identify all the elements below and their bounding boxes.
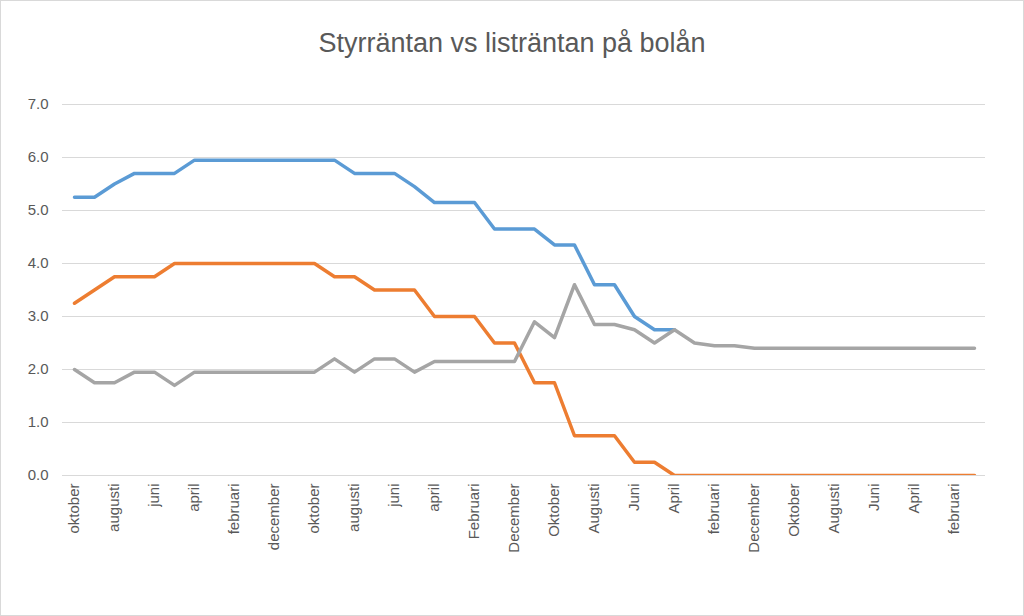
svg-text:oktober: oktober bbox=[305, 484, 322, 534]
svg-text:juni: juni bbox=[385, 484, 402, 508]
svg-text:6.0: 6.0 bbox=[28, 148, 49, 165]
svg-text:Oktober: Oktober bbox=[545, 483, 562, 536]
svg-text:oktober: oktober bbox=[65, 484, 82, 534]
svg-text:juni: juni bbox=[145, 484, 162, 508]
svg-text:5.0: 5.0 bbox=[28, 201, 49, 218]
svg-text:December: December bbox=[505, 484, 522, 553]
svg-text:0.0: 0.0 bbox=[28, 466, 49, 483]
svg-text:Juni: Juni bbox=[865, 484, 882, 512]
svg-text:3.0: 3.0 bbox=[28, 307, 49, 324]
svg-text:Oktober: Oktober bbox=[785, 483, 802, 536]
svg-text:Augusti: Augusti bbox=[585, 484, 602, 534]
svg-text:februari: februari bbox=[945, 484, 962, 535]
svg-text:april: april bbox=[185, 484, 202, 512]
svg-text:februari: februari bbox=[225, 484, 242, 535]
svg-text:December: December bbox=[745, 484, 762, 553]
svg-text:4.0: 4.0 bbox=[28, 254, 49, 271]
svg-text:7.0: 7.0 bbox=[28, 95, 49, 112]
svg-text:februari: februari bbox=[705, 484, 722, 535]
html-text:Styrräntan vs listräntan på bo: Styrräntan vs listräntan på bolån bbox=[318, 28, 706, 58]
svg-text:Augusti: Augusti bbox=[825, 484, 842, 534]
svg-text:Juni: Juni bbox=[625, 484, 642, 512]
svg-text:2.0: 2.0 bbox=[28, 360, 49, 377]
svg-text:1.0: 1.0 bbox=[28, 413, 49, 430]
svg-text:december: december bbox=[265, 483, 282, 550]
svg-text:Februari: Februari bbox=[465, 484, 482, 540]
svg-text:augusti: augusti bbox=[105, 484, 122, 532]
svg-text:April: April bbox=[665, 484, 682, 514]
svg-text:april: april bbox=[425, 484, 442, 512]
svg-text:April: April bbox=[905, 484, 922, 514]
svg-text:augusti: augusti bbox=[345, 484, 362, 532]
